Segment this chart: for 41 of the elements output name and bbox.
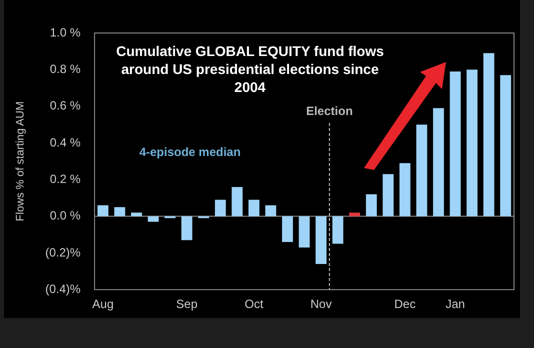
x-tick-label: Sep bbox=[176, 297, 198, 312]
x-tick-label: Oct bbox=[244, 297, 264, 312]
bar bbox=[232, 186, 243, 216]
bar bbox=[148, 216, 159, 222]
bar bbox=[332, 216, 344, 244]
ref-line-label: Election bbox=[306, 104, 353, 118]
y-tick-label: (0.4)% bbox=[45, 282, 81, 296]
bar bbox=[265, 205, 276, 216]
bar bbox=[298, 216, 310, 248]
y-tick-label: 0.4 % bbox=[50, 135, 81, 150]
x-tick-label: Aug bbox=[92, 297, 114, 312]
bar bbox=[366, 194, 377, 216]
bar bbox=[382, 174, 394, 216]
bar bbox=[248, 200, 260, 216]
bar bbox=[131, 212, 142, 216]
x-tick-label: Dec bbox=[394, 297, 416, 312]
y-tick-label: 0.2 % bbox=[50, 172, 81, 186]
annotation: 4-episode median bbox=[138, 145, 242, 160]
bar bbox=[181, 216, 192, 240]
bar bbox=[282, 216, 293, 242]
bar bbox=[500, 75, 512, 216]
bar bbox=[114, 207, 126, 216]
bar bbox=[316, 216, 327, 264]
bar bbox=[466, 70, 478, 216]
x-tick-label: Jan bbox=[446, 297, 465, 312]
bar bbox=[416, 124, 428, 216]
bar bbox=[349, 212, 360, 216]
y-tick-label: 0.0 % bbox=[50, 208, 81, 223]
y-tick-label: 1.0 % bbox=[50, 25, 81, 40]
bar bbox=[97, 205, 108, 216]
y-tick-label: (0.2)% bbox=[45, 245, 81, 260]
bar bbox=[483, 53, 494, 216]
y-tick-label: 0.6 % bbox=[50, 98, 81, 113]
text: Cumulative GLOBAL EQUITY fund flows around US presidential elections since 2004 bbox=[115, 42, 385, 96]
x-tick-label: Nov bbox=[310, 297, 332, 312]
y-tick-label: 0.8 % bbox=[50, 62, 81, 76]
bar bbox=[214, 200, 226, 216]
bar bbox=[433, 108, 444, 216]
bar bbox=[399, 163, 410, 216]
y-axis-title: Flows % of starting AUM bbox=[14, 101, 27, 222]
bar bbox=[450, 71, 461, 216]
